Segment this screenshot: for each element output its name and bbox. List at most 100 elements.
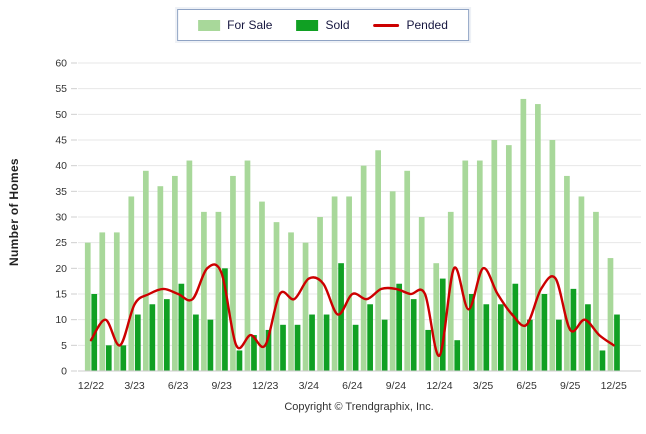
x-tick-label: 6/23	[168, 380, 189, 392]
bar-for-sale-6/24	[346, 196, 352, 371]
y-axis-title: Number of Homes	[7, 158, 21, 266]
gridlines	[71, 62, 641, 372]
bar-for-sale-11/24	[418, 217, 425, 371]
bar-sold-6/25	[527, 319, 533, 371]
pended-line	[89, 263, 615, 357]
y-tick-label: 25	[55, 237, 67, 249]
bar-for-sale-11/25	[593, 211, 599, 371]
bar-for-sale-9/23	[215, 211, 222, 371]
legend-label-pended: Pended	[406, 18, 448, 32]
bar-sold-7/25	[541, 294, 548, 371]
bar-for-sale-5/25	[505, 145, 512, 371]
y-tick-label: 35	[55, 186, 67, 198]
y-tick-label: 15	[55, 289, 67, 301]
y-tick-label: 30	[55, 212, 67, 224]
bar-sold-3/23	[134, 314, 141, 371]
legend-item-pended: Pended	[373, 18, 448, 32]
x-tick-label: 9/25	[560, 380, 581, 392]
bar-sold-1/24	[280, 324, 286, 371]
for-sale-swatch-icon	[198, 19, 221, 31]
x-tick-label: 12/23	[252, 380, 278, 392]
bar-for-sale-7/23	[186, 160, 193, 371]
bar-sold-1/23	[105, 345, 112, 371]
x-tick-label: 6/25	[516, 380, 537, 392]
bar-sold-9/24	[396, 283, 403, 371]
bar-for-sale-2/25	[462, 160, 469, 371]
bar-sold-10/23	[236, 350, 243, 371]
bar-for-sale-9/25	[564, 175, 570, 371]
bar-sold-3/24	[309, 314, 315, 371]
bar-for-sale-6/23	[172, 175, 178, 371]
bar-for-sale-3/23	[128, 196, 135, 371]
bar-for-sale-3/25	[476, 160, 483, 371]
bar-for-sale-9/24	[389, 191, 396, 371]
bar-for-sale-10/25	[578, 196, 585, 371]
bar-sold-11/25	[599, 350, 606, 371]
bar-for-sale-3/24	[302, 242, 309, 371]
pended-swatch-icon	[373, 23, 400, 27]
bar-sold-4/25	[497, 304, 504, 371]
bar-sold-11/23	[251, 335, 257, 371]
y-tick-label: 55	[55, 83, 67, 95]
bar-for-sale-2/23	[113, 232, 120, 371]
bar-for-sale-1/25	[447, 211, 454, 371]
y-tick-label: 50	[55, 109, 67, 121]
y-tick-label: 10	[55, 314, 67, 326]
legend-box: For Sale Sold Pended	[177, 9, 469, 41]
bar-sold-9/23	[222, 268, 228, 371]
for-sale-bars	[84, 98, 614, 372]
bar-for-sale-10/23	[230, 175, 236, 371]
bar-sold-7/23	[193, 314, 199, 371]
bar-sold-12/23	[265, 329, 272, 371]
bar-for-sale-7/24	[360, 165, 367, 371]
bar-sold-5/25	[512, 283, 519, 371]
bar-for-sale-12/23	[259, 201, 265, 371]
bar-sold-4/24	[323, 314, 330, 371]
bar-for-sale-8/23	[201, 211, 207, 371]
bar-sold-5/23	[164, 299, 170, 371]
legend-item-sold: Sold	[296, 18, 350, 32]
bar-for-sale-7/25	[535, 104, 541, 372]
x-tick-label: 3/23	[124, 380, 145, 392]
x-axis-tick-labels: 12/22 3/23 6/23 9/23 12/23 3/24 6/24 9/24 12/24 3…	[78, 380, 627, 392]
x-tick-label: 9/23	[211, 380, 232, 392]
bar-for-sale-1/24	[273, 222, 280, 371]
bar-sold-8/25	[556, 319, 562, 371]
bar-sold-5/24	[338, 263, 344, 371]
bar-for-sale-10/24	[404, 170, 411, 371]
bar-for-sale-5/23	[157, 186, 164, 371]
bar-sold-1/25	[454, 340, 461, 371]
bar-sold-2/24	[294, 324, 301, 371]
bar-for-sale-8/25	[549, 140, 556, 371]
bar-sold-10/25	[585, 304, 591, 371]
bar-sold-2/25	[468, 294, 475, 371]
bar-for-sale-2/24	[288, 232, 294, 371]
bar-for-sale-11/23	[244, 160, 251, 371]
bar-sold-12/24	[439, 278, 446, 371]
x-tick-label: 3/24	[299, 380, 320, 392]
x-tick-label: 6/24	[342, 380, 363, 392]
y-tick-label: 40	[55, 160, 67, 172]
y-tick-label: 60	[55, 58, 67, 70]
bar-sold-10/24	[410, 299, 417, 371]
x-tick-label: 12/25	[601, 380, 627, 392]
bar-sold-6/24	[352, 324, 359, 371]
x-tick-label: 3/25	[473, 380, 494, 392]
bar-for-sale-6/25	[520, 98, 527, 371]
y-tick-label: 0	[61, 366, 67, 378]
legend-item-for-sale: For Sale	[198, 19, 272, 31]
bar-sold-8/24	[381, 319, 388, 371]
legend-label-for-sale: For Sale	[227, 18, 273, 32]
bar-sold-6/23	[178, 283, 185, 371]
legend-label-sold: Sold	[325, 18, 350, 32]
y-tick-label: 20	[55, 263, 67, 275]
bar-for-sale-4/25	[491, 140, 498, 371]
bar-for-sale-8/24	[375, 150, 381, 371]
bar-for-sale-1/23	[99, 232, 106, 371]
bar-sold-3/25	[483, 304, 490, 371]
x-tick-label: 12/22	[78, 380, 104, 392]
bar-for-sale-4/23	[142, 170, 149, 371]
copyright-text: Copyright © Trendgraphix, Inc.	[284, 401, 434, 413]
